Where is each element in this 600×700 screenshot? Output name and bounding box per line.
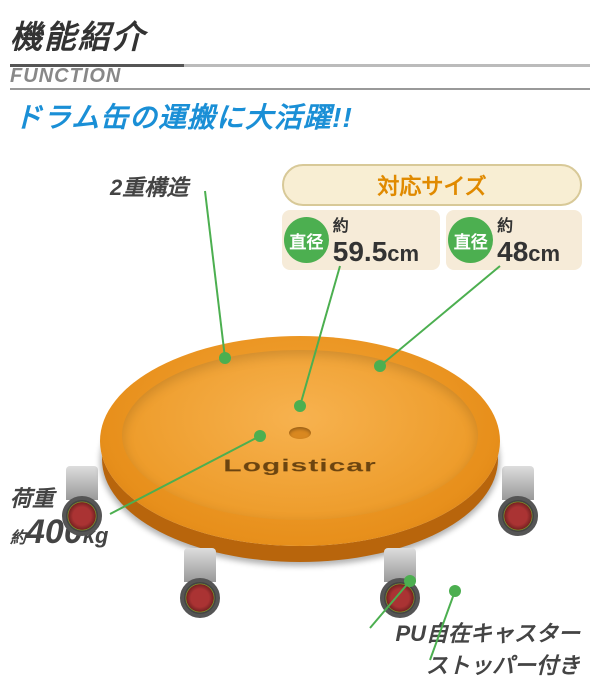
load-prefix: 荷重 [10, 486, 54, 511]
label-stopper: ストッパー付き [426, 648, 580, 680]
caster-icon [52, 466, 112, 536]
section-subtitle: FUNCTION [10, 65, 590, 88]
size-value: 48 [497, 236, 528, 267]
divider [10, 88, 590, 90]
load-approx: 約 [10, 530, 26, 547]
size-badge: 直径 [448, 217, 493, 263]
brand-logo: Logisticar [223, 456, 376, 476]
size-unit: cm [387, 241, 419, 266]
caster-icon [370, 548, 430, 618]
tray: Logisticar [100, 336, 500, 546]
size-value: 59.5 [333, 236, 388, 267]
product-stage: 2重構造 荷重 約400kg PU自在キャスター ストッパー付き 対応サイズ 直… [0, 136, 600, 696]
caster-icon [170, 548, 230, 618]
product-image: Logisticar [60, 326, 540, 626]
tagline: ドラム缶の運搬に大活躍!! [10, 96, 590, 136]
size-unit: cm [528, 241, 560, 266]
size-item: 直径 約48cm [446, 210, 582, 270]
size-item: 直径 約59.5cm [282, 210, 440, 270]
size-badge: 直径 [284, 217, 329, 263]
section-title: 機能紹介 [10, 12, 590, 58]
size-approx: 約 [333, 218, 349, 235]
label-double-structure: 2重構造 [110, 170, 188, 202]
sizes-title: 対応サイズ [282, 164, 582, 206]
size-approx: 約 [497, 218, 513, 235]
caster-icon [488, 466, 548, 536]
sizes-panel: 対応サイズ 直径 約59.5cm 直径 約48cm [282, 164, 582, 270]
